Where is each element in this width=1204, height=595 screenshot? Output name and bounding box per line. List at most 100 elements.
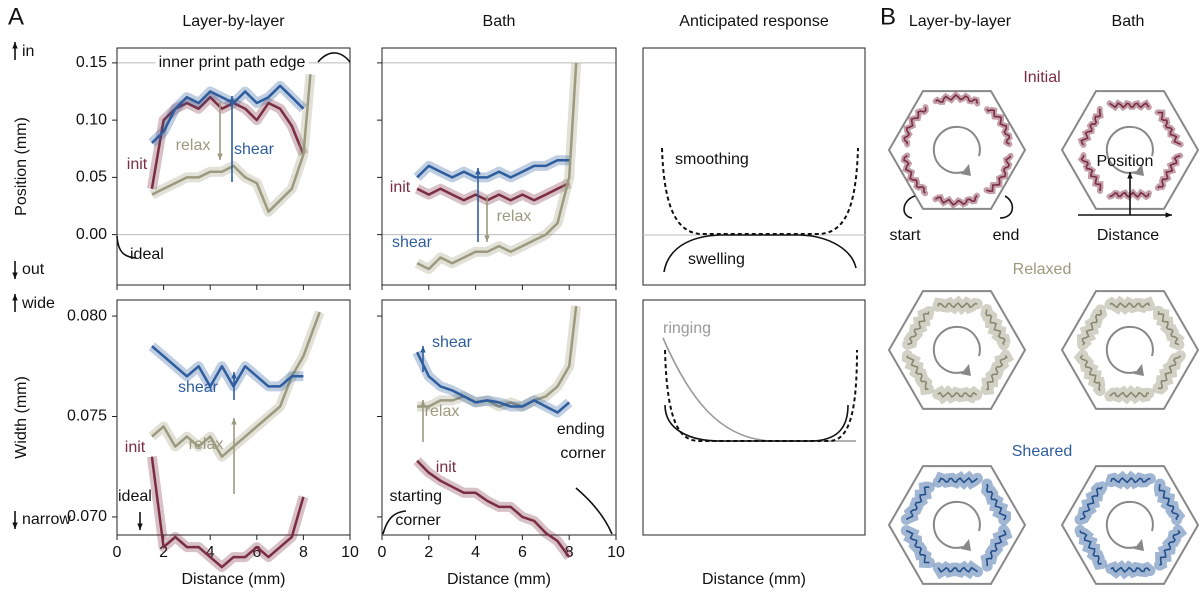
trace-line <box>985 483 1007 521</box>
x-tick-label: 4 <box>471 544 480 561</box>
series-label: shear <box>392 234 433 251</box>
series-label: relax <box>425 403 460 420</box>
direction-label: out <box>22 261 45 278</box>
y-axis-label: Position (mm) <box>13 117 30 216</box>
trace-line <box>1080 108 1102 146</box>
curve <box>664 404 849 442</box>
series-label: shear <box>178 379 219 396</box>
annotation: smoothing <box>675 151 749 168</box>
y-tick-label: 0.05 <box>76 169 107 186</box>
direction-label: narrow <box>22 511 71 528</box>
arrow-head <box>231 418 237 425</box>
trace-line <box>985 309 1006 346</box>
trace-line <box>905 486 930 521</box>
annotation: end <box>993 227 1020 244</box>
annotation: swelling <box>688 251 745 268</box>
arrow-head <box>1127 172 1133 179</box>
annotation: ringing <box>663 320 711 337</box>
trace-line <box>937 302 978 309</box>
series-line <box>416 62 578 271</box>
rotation-arrow-head <box>1134 539 1144 551</box>
series-label: init <box>390 179 411 196</box>
x-tick-label: 4 <box>206 544 215 561</box>
annotation: Distance <box>1097 227 1159 244</box>
trace-line <box>986 155 1012 193</box>
guide-curve <box>575 487 613 535</box>
direction-arrow-head <box>12 294 18 301</box>
trace-line <box>937 476 978 484</box>
hexagon <box>1060 90 1200 210</box>
plot-frame <box>116 47 351 286</box>
trace-band <box>901 104 929 148</box>
label-background <box>155 54 309 72</box>
column-title: Layer-by-layer <box>182 13 285 30</box>
x-tick-label: 8 <box>565 544 574 561</box>
trace-line <box>1159 529 1181 566</box>
arrow-head <box>475 168 481 175</box>
y-tick-label: 0.070 <box>67 508 107 525</box>
row-title: Initial <box>1023 69 1060 86</box>
row-title: Sheared <box>1012 443 1073 460</box>
y-tick-label: 0.00 <box>76 226 107 243</box>
trace-line <box>1081 309 1103 346</box>
y-tick-label: 0.15 <box>76 54 107 71</box>
series-label: init <box>125 439 146 456</box>
trace-line <box>907 311 930 346</box>
x-axis-label: Distance (mm) <box>702 571 806 588</box>
panel-frame <box>642 299 866 536</box>
guide-curve <box>382 510 407 535</box>
arrow-head <box>231 372 237 379</box>
trace-line <box>986 108 1011 145</box>
series-line <box>150 456 305 569</box>
trace-line <box>1079 530 1102 565</box>
x-tick-label: 6 <box>518 544 527 561</box>
x-tick-label: 0 <box>378 544 387 561</box>
column-title: Bath <box>483 13 516 30</box>
trace-line <box>1109 301 1151 309</box>
rotation-arrow <box>932 325 981 374</box>
trace-line <box>985 355 1008 391</box>
direction-label: in <box>22 43 34 60</box>
row-title: Relaxed <box>1013 261 1072 278</box>
hexagon <box>887 465 1027 585</box>
trace-line <box>1079 486 1103 521</box>
series-label: relax <box>497 208 532 225</box>
plot-frame <box>381 47 617 286</box>
trace-line <box>937 566 978 573</box>
trace-line <box>934 195 978 206</box>
arrow-head <box>420 346 426 353</box>
rotation-arrow <box>932 125 981 174</box>
trace-line <box>903 107 927 145</box>
x-tick-label: 6 <box>252 544 261 561</box>
rotation-arrow-head <box>961 364 971 376</box>
trace-line <box>1157 355 1182 390</box>
trace-line <box>905 529 930 564</box>
series-line <box>151 345 304 388</box>
x-tick-label: 10 <box>341 544 359 561</box>
trace-line <box>935 94 979 104</box>
column-title: Anticipated response <box>679 13 829 30</box>
y-tick-label: 0.10 <box>76 111 107 128</box>
direction-label: wide <box>21 295 55 312</box>
rotation-arrow <box>932 500 981 549</box>
trace-line <box>906 355 929 391</box>
x-tick-label: 2 <box>159 544 168 561</box>
hexagon <box>1060 290 1200 410</box>
trace-line <box>1109 102 1150 109</box>
hexagon <box>887 290 1027 410</box>
x-axis-label: Distance (mm) <box>447 571 551 588</box>
rotation-arrow <box>1105 325 1154 374</box>
series-label: shear <box>234 141 275 158</box>
arrow-head <box>229 96 235 103</box>
annotation: ideal <box>130 246 164 263</box>
column-title: Layer-by-layer <box>909 13 1012 30</box>
x-tick-label: 10 <box>607 544 625 561</box>
x-axis-label: Distance (mm) <box>181 571 285 588</box>
annotation: ending corner <box>557 421 610 462</box>
rotation-arrow <box>1105 125 1154 174</box>
trace-band <box>1153 305 1185 351</box>
x-tick-label: 2 <box>424 544 433 561</box>
x-tick-label: 0 <box>113 544 122 561</box>
